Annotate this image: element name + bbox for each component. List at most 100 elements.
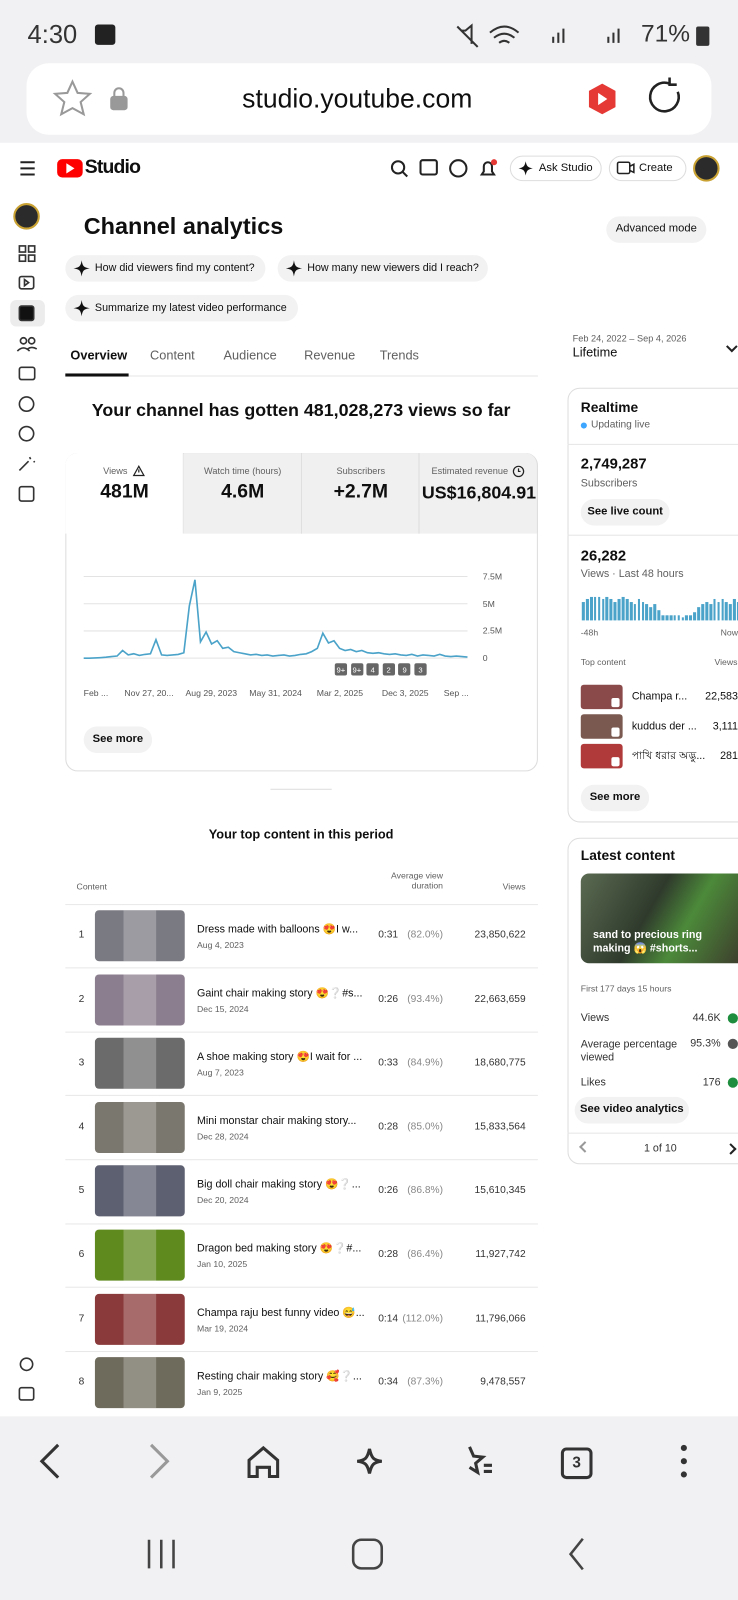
date-range: Feb 24, 2022 – Sep 4, 2026 xyxy=(572,333,687,344)
realtime-bar xyxy=(665,615,669,621)
url[interactable]: studio.youtube.com xyxy=(242,83,473,114)
latest-thumbnail[interactable] xyxy=(580,873,738,964)
top-content-title: Top content xyxy=(580,657,626,668)
realtime-views-label: Views · Last 48 hours xyxy=(580,568,684,581)
advanced-mode-button[interactable]: Advanced mode xyxy=(606,216,707,243)
realtime-bar xyxy=(673,615,677,621)
pager: 1 of 10 xyxy=(643,1142,677,1155)
tab[interactable]: Trends xyxy=(379,348,419,363)
prompt-text[interactable]: Summarize my latest video performance xyxy=(94,301,287,314)
latest-video-title: sand to precious ring making 😱 #shorts..… xyxy=(593,928,703,955)
video-title[interactable]: A shoe making story 😍I wait for ... xyxy=(196,1050,363,1064)
tab[interactable]: Audience xyxy=(223,348,277,363)
live-count-button[interactable]: See live count xyxy=(580,498,670,526)
tab[interactable]: Content xyxy=(150,348,195,363)
thumbnail-frame xyxy=(123,1229,157,1281)
period[interactable]: Lifetime xyxy=(572,345,618,360)
system-nav[interactable] xyxy=(147,1537,584,1571)
avg-percent: (93.4%) xyxy=(407,993,443,1005)
event-badge[interactable]: 2 xyxy=(382,663,395,676)
thumbnail-frame xyxy=(123,1293,157,1345)
metric-tab[interactable] xyxy=(183,453,302,534)
account-avatar[interactable] xyxy=(693,155,720,182)
top-title[interactable]: পাখি ধরার অদ্ভু... xyxy=(631,749,706,762)
video-thumbnail[interactable] xyxy=(94,1101,185,1153)
channel-avatar[interactable] xyxy=(13,203,40,230)
tab[interactable]: Overview xyxy=(70,348,128,363)
rank: 6 xyxy=(78,1248,85,1261)
sidebar-icons[interactable] xyxy=(16,245,38,502)
menu-icon[interactable] xyxy=(20,161,35,176)
video-date: Jan 10, 2025 xyxy=(196,1259,248,1270)
shorts-badge xyxy=(611,727,620,737)
video-title[interactable]: Resting chair making story 🥰❔... xyxy=(196,1370,362,1383)
video-title[interactable]: Mini monstar chair making story... xyxy=(196,1114,357,1128)
bookmark-star[interactable] xyxy=(52,79,93,117)
create-button[interactable]: Create xyxy=(638,161,673,174)
video-thumbnail[interactable] xyxy=(94,1357,185,1409)
prompt-text[interactable]: How many new viewers did I reach? xyxy=(307,261,479,275)
video-thumbnail[interactable] xyxy=(94,1229,185,1281)
event-badge[interactable]: 4 xyxy=(366,663,379,676)
realtime-bar xyxy=(585,599,589,621)
top-title[interactable]: kuddus der ... xyxy=(631,720,697,733)
period-chevron[interactable] xyxy=(726,345,738,353)
stat-value: 176 xyxy=(702,1076,721,1089)
card-divider xyxy=(567,534,738,536)
sidebar-bottom-icons[interactable] xyxy=(18,1357,35,1401)
stat-label: Views xyxy=(580,1011,610,1025)
video-title[interactable]: Dragon bed making story 😍❔#... xyxy=(196,1242,362,1255)
metric-label: Views xyxy=(103,465,128,477)
x-tick-label: Feb ... xyxy=(83,687,109,698)
video-title[interactable]: Gaint chair making story 😍❔#s... xyxy=(196,987,363,1000)
video-thumbnail[interactable] xyxy=(94,974,185,1026)
see-more-button[interactable]: See more xyxy=(580,784,650,812)
metric-tab[interactable] xyxy=(301,453,420,534)
prompt-text[interactable]: How did viewers find my content? xyxy=(94,261,255,275)
video-thumbnail[interactable] xyxy=(94,1037,185,1089)
avg-percent: (86.8%) xyxy=(407,1185,443,1197)
metric-tab[interactable] xyxy=(65,453,184,534)
video-title[interactable]: Champa raju best funny video 😅... xyxy=(196,1306,365,1319)
rank: 1 xyxy=(78,929,85,941)
realtime-bar xyxy=(633,604,637,621)
thumbnail-frame xyxy=(123,910,157,962)
reload-icon[interactable] xyxy=(648,77,680,113)
row-divider xyxy=(65,1031,538,1033)
status-time: 4:30 xyxy=(27,20,78,49)
see-more-button[interactable]: See more xyxy=(83,726,153,754)
event-badge[interactable]: 9+ xyxy=(334,663,348,676)
y-tick-label: 2.5M xyxy=(482,625,503,636)
realtime-bar xyxy=(717,601,720,621)
top-title[interactable]: Champa r... xyxy=(631,690,688,703)
event-badge[interactable]: 9+ xyxy=(350,663,363,676)
prompt-chip[interactable] xyxy=(65,294,299,322)
metric-label: Watch time (hours) xyxy=(204,465,282,477)
video-thumbnail[interactable] xyxy=(94,910,185,962)
page-title: Channel analytics xyxy=(83,212,284,239)
browser-nav[interactable] xyxy=(39,1443,687,1480)
realtime-bar xyxy=(733,599,736,621)
video-title[interactable]: Big doll chair making story 😍❔... xyxy=(196,1178,361,1191)
realtime-bar xyxy=(609,599,613,621)
video-title[interactable]: Dress made with balloons 😍I w... xyxy=(196,923,359,936)
avg-duration: 0:26 xyxy=(378,993,399,1005)
prompt-chip[interactable] xyxy=(277,255,488,282)
realtime-bar xyxy=(685,615,689,621)
prompt-chip[interactable] xyxy=(65,255,266,282)
tab[interactable]: Revenue xyxy=(304,348,356,363)
row-divider xyxy=(65,967,538,969)
x-tick-label: Sep ... xyxy=(443,687,469,698)
gallery-icon xyxy=(94,24,116,45)
event-badge[interactable]: 3 xyxy=(414,663,427,676)
event-badge[interactable]: 9 xyxy=(398,663,411,676)
header-icons[interactable] xyxy=(390,159,496,178)
video-thumbnail[interactable] xyxy=(94,1165,185,1217)
video-analytics-button[interactable]: See video analytics xyxy=(574,1096,689,1124)
realtime-bar xyxy=(589,596,593,621)
row-divider xyxy=(65,1095,538,1097)
video-thumbnail[interactable] xyxy=(94,1293,185,1345)
ask-studio-button[interactable]: Ask Studio xyxy=(538,161,593,174)
rank: 7 xyxy=(78,1312,85,1325)
views: 15,610,345 xyxy=(474,1185,526,1197)
